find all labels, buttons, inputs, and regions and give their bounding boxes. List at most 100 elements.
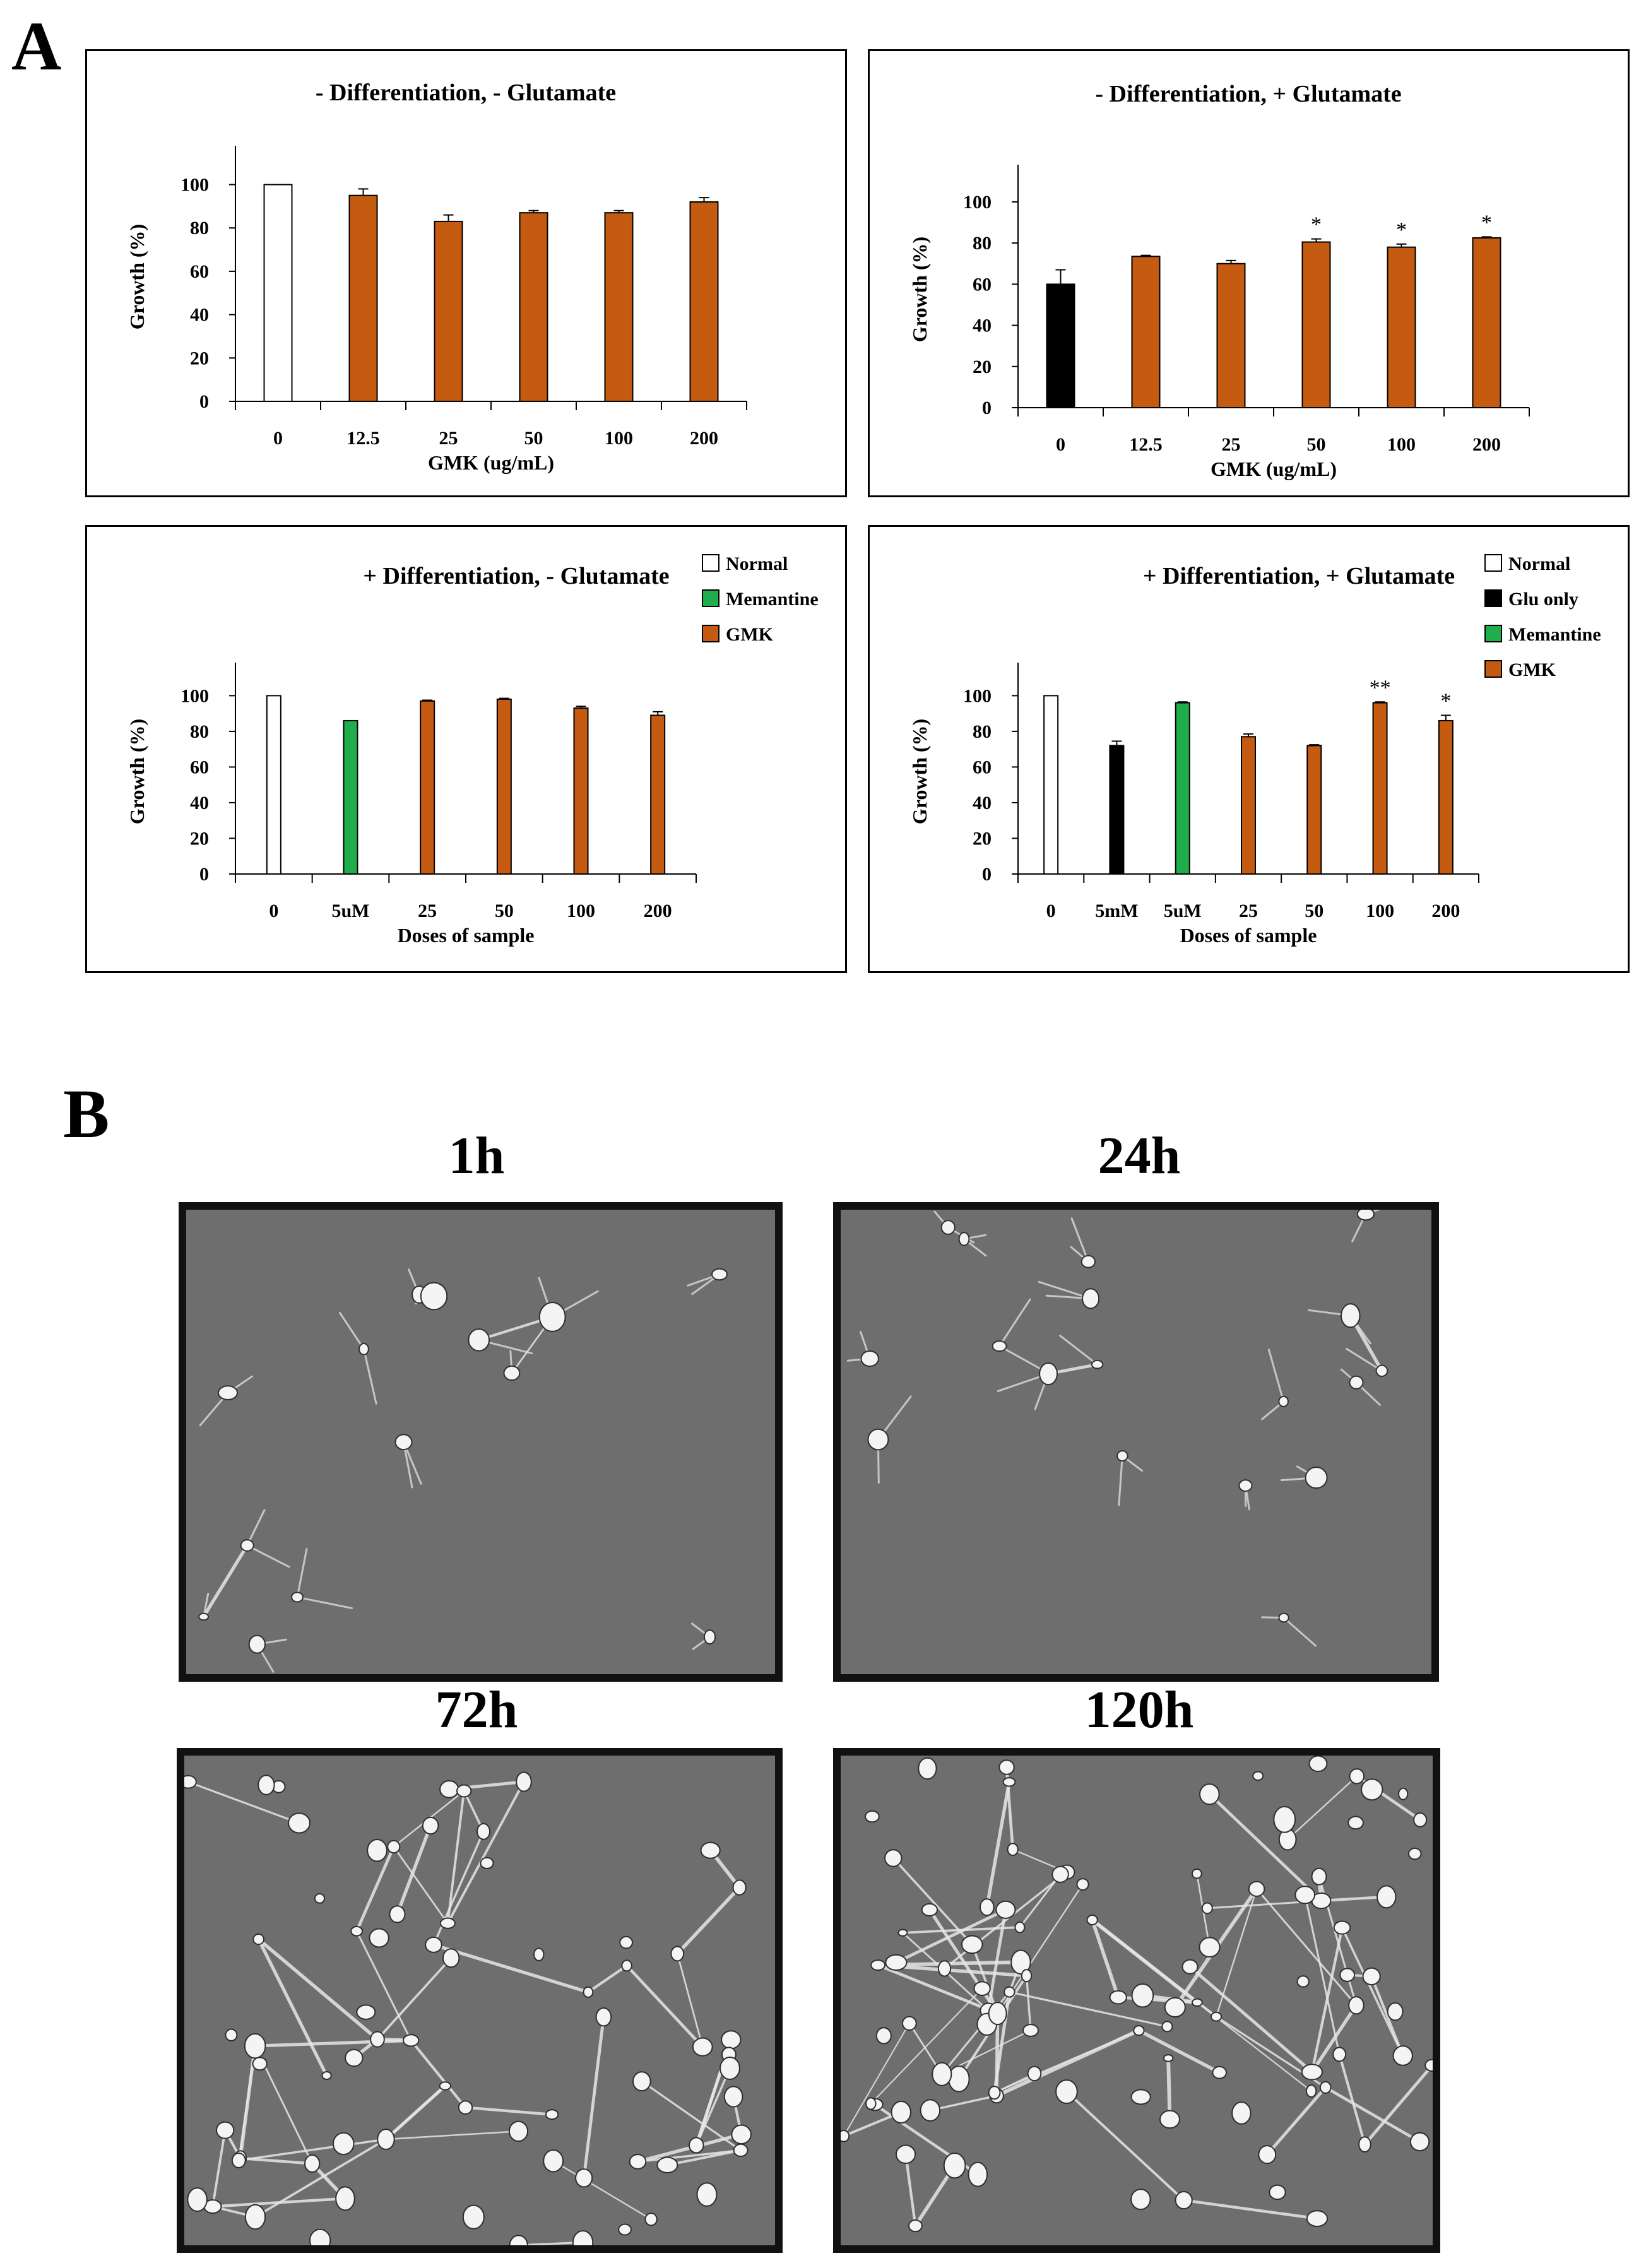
- legend-swatch: [1484, 554, 1502, 572]
- neurite: [636, 2149, 742, 2163]
- legend-swatch: [702, 554, 719, 572]
- cell-body: [509, 2235, 528, 2245]
- cell-body: [918, 1757, 937, 1780]
- cell-body: [1356, 1210, 1375, 1221]
- cell-body: [291, 1592, 304, 1603]
- x-tick-label: 25: [418, 901, 437, 921]
- cell-body: [1398, 1787, 1409, 1800]
- bar-6: [650, 714, 666, 875]
- neurite: [395, 1824, 432, 1917]
- x-tick-label: 25: [1222, 434, 1241, 455]
- neurite: [1065, 2090, 1185, 2202]
- cell-body: [885, 1954, 908, 1971]
- neurite: [641, 2080, 742, 2152]
- cell-body: [350, 1925, 364, 1937]
- neurite: [1118, 1455, 1123, 1506]
- cell-body: [733, 2143, 749, 2158]
- neurite: [1370, 1975, 1404, 2057]
- x-tick-label: 5uM: [1164, 901, 1202, 921]
- x-tick-label: 12.5: [1129, 434, 1163, 455]
- cell-body: [995, 1900, 1016, 1919]
- cell-body: [244, 2033, 266, 2059]
- cell-body: [1339, 1968, 1356, 1982]
- neurite: [582, 2015, 605, 2180]
- bar-1: [1046, 283, 1075, 409]
- cell-body: [422, 1816, 439, 1835]
- y-tick-label: 20: [190, 348, 209, 369]
- legend-swatch: [1484, 589, 1502, 607]
- significance-mark: *: [1311, 213, 1322, 237]
- cell-body: [377, 2129, 395, 2151]
- cell-body: [1358, 2136, 1371, 2153]
- cell-body: [1159, 2110, 1180, 2129]
- cell-body: [1387, 2002, 1404, 2021]
- neurite: [993, 2072, 1035, 2094]
- bar-4: [519, 212, 548, 402]
- neurite: [1255, 1887, 1358, 2007]
- cell-body: [1199, 1783, 1220, 1805]
- cell-body: [1408, 1847, 1422, 1860]
- neurite: [518, 2241, 584, 2245]
- cell-body: [1022, 2024, 1039, 2037]
- y-tick-label: 100: [181, 685, 209, 706]
- cell-body: [369, 1928, 389, 1948]
- cell-body: [891, 2101, 911, 2124]
- cell-body: [1081, 1255, 1096, 1268]
- cell-body: [314, 1893, 326, 1904]
- cell-body: [1305, 1466, 1328, 1489]
- cell-body: [1301, 2064, 1323, 2081]
- neurite: [1008, 1991, 1168, 2028]
- x-tick-label: 100: [605, 428, 633, 449]
- neurite: [187, 1781, 300, 1824]
- cell-body: [1348, 1996, 1365, 2015]
- cell-body: [477, 1822, 491, 1840]
- y-tick-label: 40: [973, 316, 992, 336]
- bar-1: [266, 695, 281, 875]
- cell-body: [1269, 2184, 1286, 2200]
- neurite: [971, 1943, 999, 2015]
- cell-body: [1306, 2210, 1329, 2228]
- cell-body: [231, 2152, 246, 2169]
- cell-body: [1086, 1914, 1098, 1926]
- cell-body: [1296, 1975, 1310, 1988]
- bar-6: [689, 201, 719, 402]
- cell-body: [711, 1268, 728, 1281]
- cell-body: [1076, 1878, 1089, 1891]
- cell-body: [1010, 1949, 1031, 1975]
- neurite: [1070, 1217, 1089, 1263]
- legend-label: Memantine: [1508, 624, 1601, 645]
- neurite: [362, 1348, 377, 1405]
- cell-body: [618, 2223, 632, 2236]
- cell-body: [1004, 1986, 1015, 1998]
- cell-body: [403, 2034, 420, 2047]
- cell-body: [462, 2204, 485, 2230]
- y-tick-label: 80: [973, 233, 992, 254]
- neurite: [237, 2138, 388, 2162]
- cell-body: [425, 1936, 442, 1953]
- cell-body: [1278, 1395, 1289, 1407]
- x-tick-label: 200: [1431, 901, 1460, 921]
- cell-body: [533, 1947, 545, 1961]
- cell-body: [1349, 1768, 1365, 1785]
- neurite: [1346, 1347, 1383, 1372]
- chart-panel-4: + Differentiation, + Glutamate 0 20 40 60 80 1…: [868, 525, 1630, 973]
- micrograph-120h: [833, 1748, 1440, 2253]
- legend-label: Normal: [1508, 553, 1570, 574]
- cell-body: [543, 2149, 564, 2173]
- cell-body: [696, 2182, 718, 2207]
- neurite: [1341, 1926, 1404, 2057]
- cell-body: [937, 1960, 952, 1977]
- neurite: [676, 1952, 704, 2048]
- cell-body: [1413, 1812, 1428, 1828]
- micrograph-label-72h: 72h: [435, 1680, 518, 1739]
- neurite: [385, 2130, 519, 2141]
- cell-body: [538, 1301, 566, 1332]
- bar-4: [1301, 241, 1331, 408]
- neurite: [1182, 2199, 1319, 2220]
- cell-body: [1248, 1881, 1265, 1897]
- neurite: [1019, 1873, 1062, 1928]
- cell-body: [1164, 1997, 1186, 2018]
- neurite: [202, 1544, 249, 1619]
- y-tick-label: 60: [973, 757, 992, 777]
- cell-body: [387, 1840, 401, 1854]
